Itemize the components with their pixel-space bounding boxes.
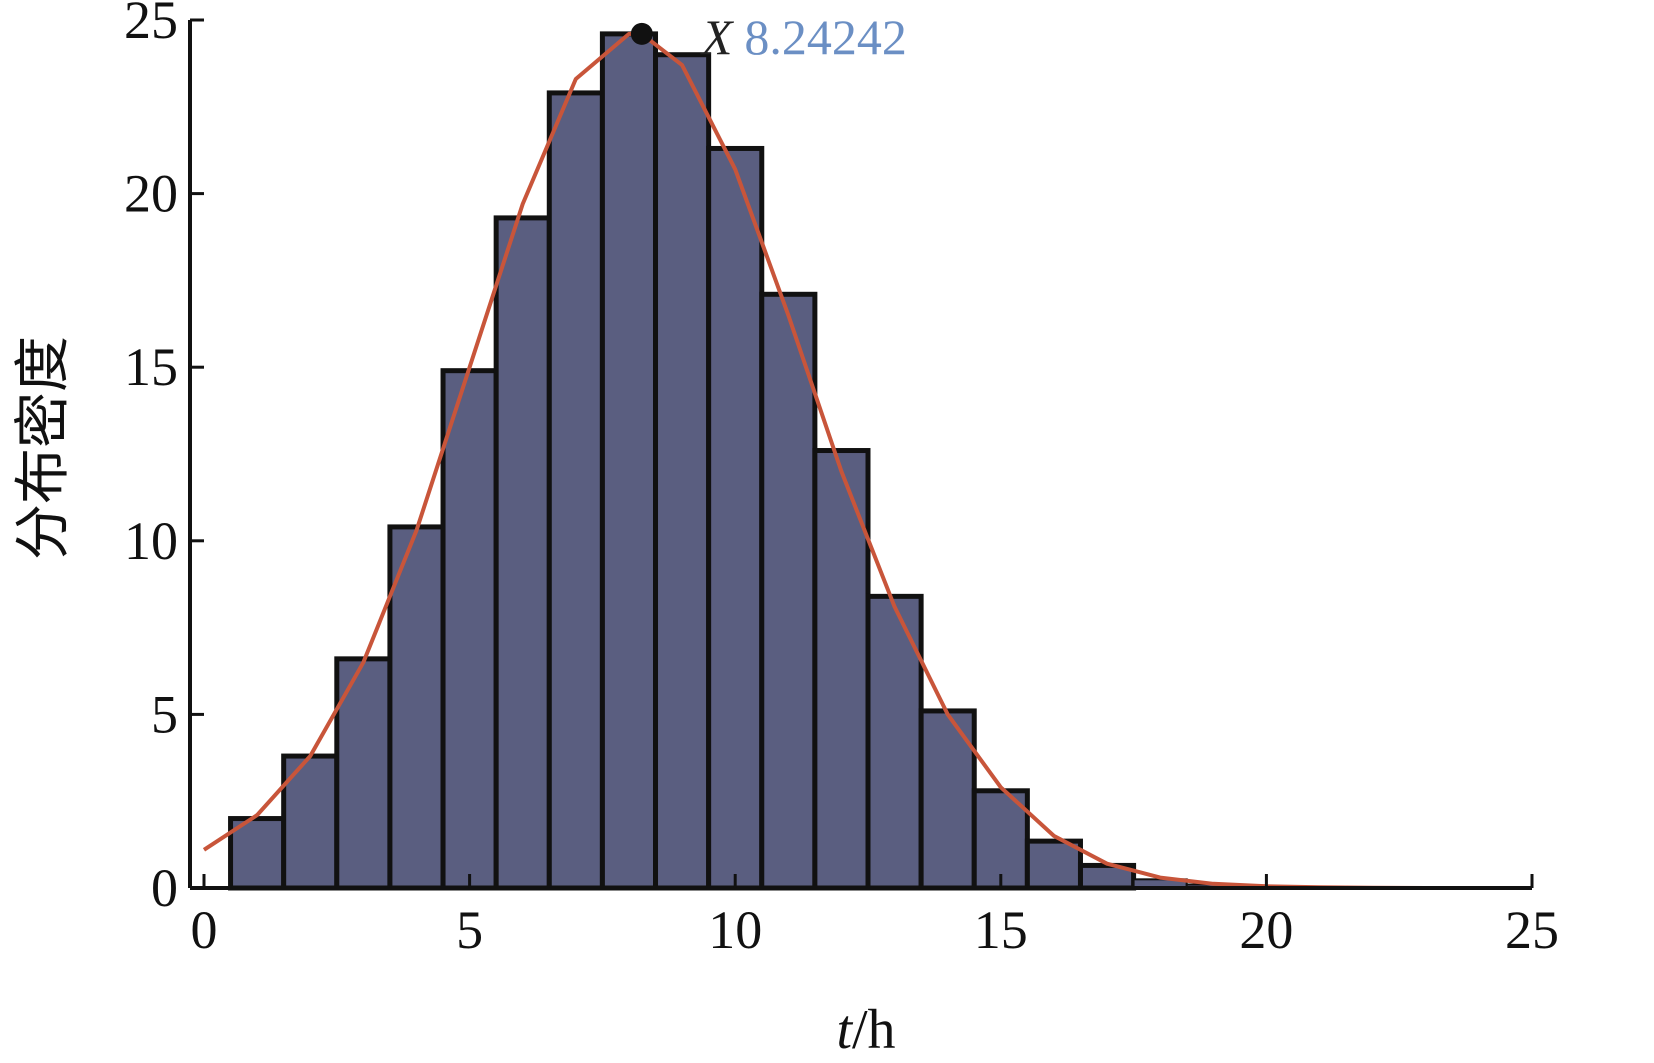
bar	[653, 52, 712, 891]
bars-group	[228, 31, 1507, 891]
bar	[599, 31, 659, 891]
x-tick-label: 20	[1239, 900, 1293, 960]
axes-group	[188, 20, 1532, 890]
bar	[706, 145, 765, 891]
peak-label-value: 8.24242	[744, 9, 907, 65]
bar	[759, 291, 818, 891]
peak-annotation: X 8.24242	[630, 9, 907, 65]
y-tick-label: 15	[124, 337, 178, 397]
x-tick-label: 5	[456, 900, 483, 960]
x-tick-label: 0	[191, 900, 218, 960]
density-curve	[202, 31, 1479, 890]
x-axis-title-unit: /h	[852, 999, 896, 1061]
bar	[971, 788, 1030, 891]
peak-label: X 8.24242	[700, 9, 907, 65]
y-tick-label: 25	[124, 0, 178, 50]
x-tick-label: 25	[1505, 900, 1559, 960]
y-tick-label: 5	[151, 684, 178, 744]
bar	[440, 368, 499, 891]
x-tick-label: 10	[708, 900, 762, 960]
x-tick-label: 15	[974, 900, 1028, 960]
y-tick-label: 20	[124, 164, 178, 224]
y-tick-label: 10	[124, 511, 178, 571]
ticks-group: 0 5 10 15 20 25 0 5 10 15 20 25	[124, 0, 1559, 960]
y-axis-title: 分布密度	[13, 336, 75, 560]
bar	[493, 215, 552, 891]
peak-label-x: X	[700, 9, 735, 65]
y-tick-label: 0	[151, 858, 178, 918]
x-axis-title-var: t	[836, 999, 853, 1061]
x-axis-title: t/h	[836, 999, 895, 1061]
peak-marker	[630, 22, 653, 45]
bar	[546, 90, 605, 891]
bar	[1024, 838, 1083, 891]
